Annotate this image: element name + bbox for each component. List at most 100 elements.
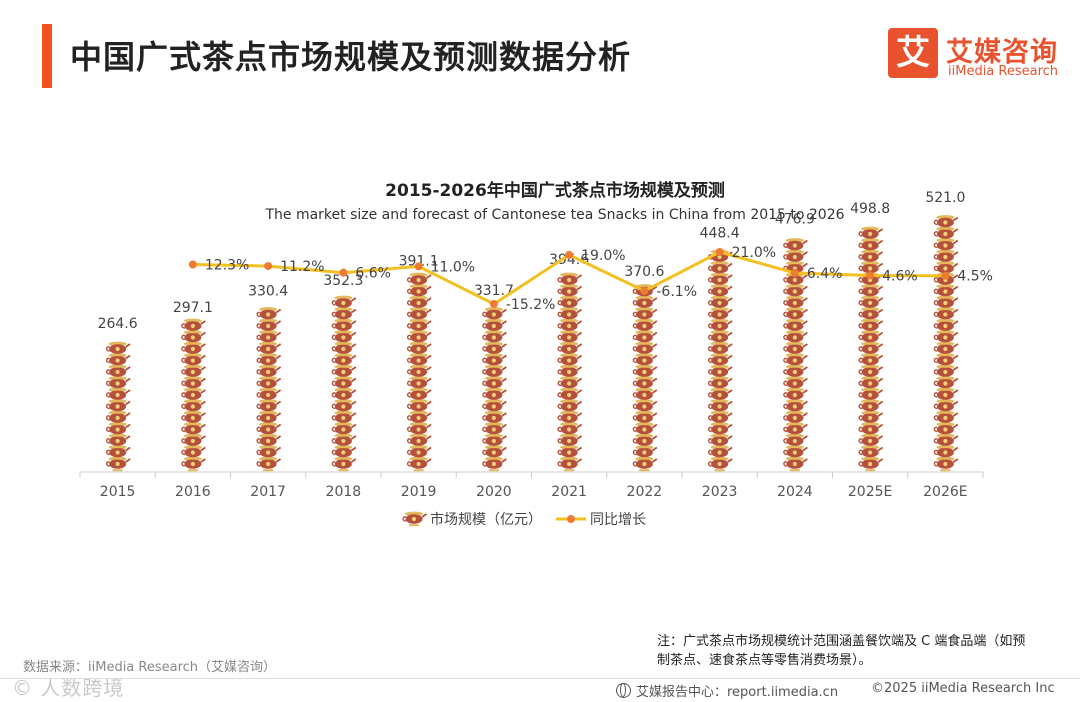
bar-2017: [256, 307, 282, 472]
growth-label: 6.4%: [807, 266, 843, 282]
legend-bar-label: 市场规模（亿元）: [430, 511, 542, 528]
bar-value-label: 352.3: [323, 273, 363, 289]
x-tick-label: 2015: [100, 484, 136, 500]
growth-point: [264, 262, 273, 271]
teapot-icon: [181, 341, 206, 357]
bar-2016: [181, 318, 206, 472]
footer-divider: [0, 678, 1080, 679]
globe-icon: [616, 683, 631, 698]
footnote: 注：广式茶点市场规模统计范围涵盖餐饮端及 C 端食品端（如预制茶点、速食茶点等零…: [657, 634, 1026, 668]
growth-label: 19.0%: [581, 248, 625, 264]
teapot-icon: [181, 318, 206, 334]
teapot-icon: [256, 376, 282, 391]
bar-value-label: 521.0: [925, 190, 965, 206]
x-tick-label: 2020: [476, 484, 512, 500]
teapot-icon: [331, 295, 357, 311]
x-tick-label: 2018: [326, 484, 362, 500]
bar-value-label: 370.6: [624, 264, 664, 280]
x-tick-label: 2017: [250, 484, 286, 500]
growth-line-layer: 12.3% 11.2% 6.6% 11.0% -15.2% 19.0% -6.1% 21.0%…: [188, 245, 993, 313]
legend-teapot-icon: [402, 511, 427, 527]
teapot-icon: [783, 238, 808, 253]
bar-value-label: 476.9: [775, 212, 815, 228]
teapot-icon: [783, 445, 808, 460]
teapot-icon: [858, 410, 884, 426]
chart-subtitle: The market size and forecast of Cantones…: [265, 207, 845, 223]
bar-2018: [331, 295, 357, 472]
growth-label: 12.3%: [205, 257, 249, 273]
data-source: 数据来源：iiMedia Research（艾媒咨询）: [23, 660, 277, 675]
title-accent-bar: [42, 24, 52, 88]
teapot-icon: [406, 307, 432, 322]
bar-value-label: 330.4: [248, 284, 288, 300]
growth-point: [715, 248, 724, 256]
teapot-icon: [933, 318, 959, 334]
teapot-icon: [858, 226, 884, 242]
growth-point: [489, 300, 498, 308]
bar-2022: [632, 284, 658, 472]
report-center-text: 艾媒报告中心：report.iimedia.cn: [636, 685, 839, 700]
bar-value-label: 394.6: [549, 252, 589, 268]
x-tick-label: 2025E: [848, 484, 892, 500]
page-title: 中国广式茶点市场规模及预测数据分析: [70, 38, 632, 76]
bar-2015: [105, 341, 131, 472]
bar-value-label: 297.1: [173, 300, 213, 316]
x-tick-label: 2024: [777, 484, 813, 500]
growth-label: 6.6%: [355, 266, 391, 282]
watermark-text: © 人数跨境: [12, 676, 125, 700]
teapot-icon: [256, 445, 282, 460]
x-tick-label: 2021: [551, 484, 587, 500]
bar-value-label: 331.7: [474, 283, 514, 299]
legend-layer: 市场规模（亿元） 同比增长: [402, 511, 646, 528]
growth-label: 11.2%: [280, 259, 324, 275]
bar-value-label: 448.4: [700, 226, 740, 242]
teapot-icon: [858, 399, 884, 414]
teapot-icon: [256, 307, 282, 322]
growth-label: 21.0%: [732, 245, 776, 261]
report-center-link[interactable]: 艾媒报告中心：report.iimedia.cn: [616, 681, 838, 700]
growth-point: [565, 250, 574, 259]
legend-bar-item: [402, 511, 427, 527]
growth-point: [640, 286, 649, 295]
growth-label: -15.2%: [506, 297, 556, 313]
growth-point: [414, 262, 423, 271]
logo-mark-icon: 艾: [888, 28, 938, 78]
x-tick-label: 2019: [401, 484, 437, 500]
teapot-icon: [256, 330, 282, 345]
chart-title: 2015-2026年中国广式茶点市场规模及预测: [385, 181, 725, 201]
teapot-icon: [933, 215, 959, 230]
bar-2024: [783, 238, 808, 472]
x-tick-label: 2022: [627, 484, 663, 500]
iimedia-logo[interactable]: 艾 艾媒咨询 iiMedia Research: [888, 28, 1058, 84]
teapot-icon: [331, 376, 357, 391]
teapot-icon: [181, 410, 206, 426]
copyright: ©2025 iiMedia Research Inc: [871, 681, 1055, 696]
bar-2023: [707, 249, 733, 472]
teapot-icon: [256, 456, 282, 472]
bar-value-label: 264.6: [98, 316, 138, 332]
growth-label: 4.6%: [882, 269, 918, 285]
logo-cn-text: 艾媒咨询: [946, 37, 1058, 68]
growth-label: -6.1%: [656, 284, 697, 300]
bar-2021: [557, 272, 583, 472]
teapot-icon: [783, 272, 808, 288]
logo-en-text: iiMedia Research: [948, 64, 1059, 79]
x-tick-label: 2026E: [923, 484, 967, 500]
legend-line-marker: [567, 515, 575, 523]
bar-2020: [482, 307, 507, 472]
teapot-icon: [331, 387, 357, 403]
growth-point: [790, 268, 799, 277]
teapot-icon: [406, 272, 432, 288]
x-tick-label: 2016: [175, 484, 211, 500]
bar-value-label: 498.8: [850, 201, 890, 217]
bars-layer: 264.6297.1330.4352.3391.1331.7394.6370.6…: [98, 190, 965, 472]
x-tick-label: 2023: [702, 484, 738, 500]
bar-2026E: [933, 215, 959, 472]
teapot-icon: [482, 307, 507, 322]
growth-label: 11.0%: [431, 259, 475, 275]
teapot-icon: [256, 399, 282, 414]
teapot-icon: [331, 330, 357, 345]
teapot-icon: [707, 284, 733, 299]
bar-2025E: [858, 226, 884, 472]
